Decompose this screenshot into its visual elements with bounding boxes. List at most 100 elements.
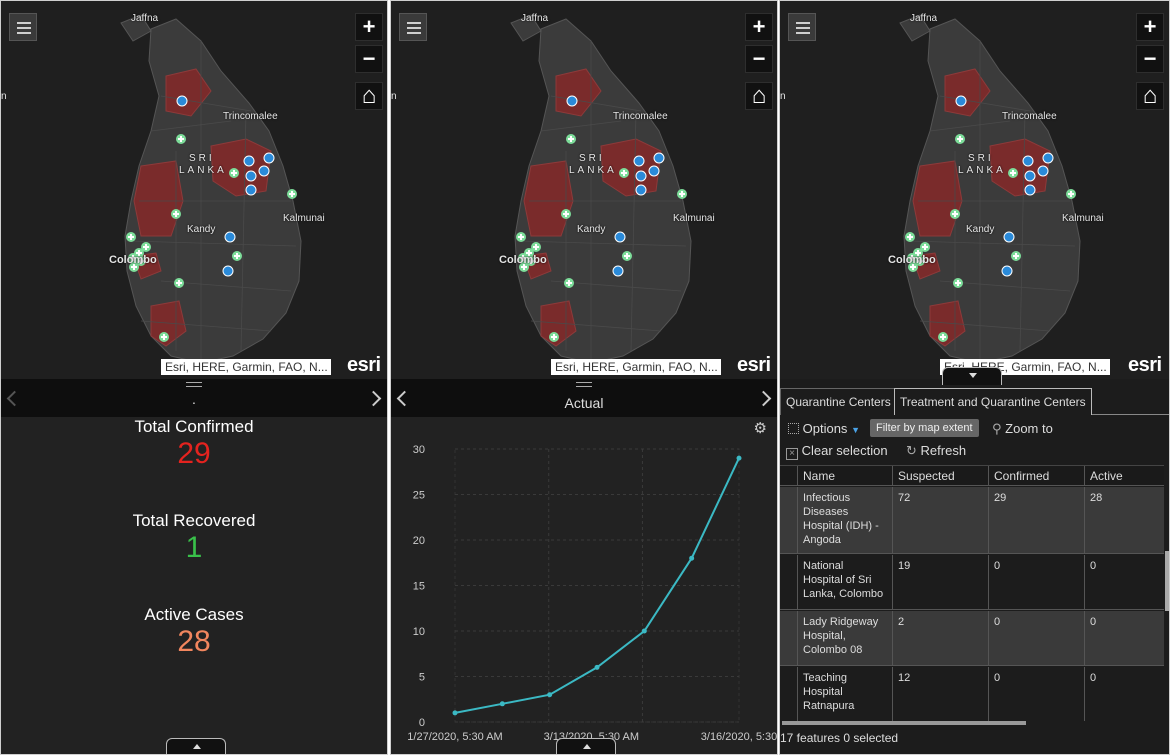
hospital-marker[interactable] (1024, 184, 1036, 196)
quarantine-center-marker[interactable] (232, 251, 242, 261)
zoom-to-button[interactable]: ⚲ Zoom to (992, 421, 1053, 437)
zoom-out-button[interactable]: − (1136, 45, 1164, 73)
table-row[interactable]: Teaching Hospital Ratnapura 12 0 0 (780, 667, 1164, 721)
quarantine-center-marker[interactable] (1008, 168, 1018, 178)
hospital-marker[interactable] (612, 265, 624, 277)
data-point[interactable] (641, 628, 647, 634)
quarantine-center-marker[interactable] (287, 189, 297, 199)
quarantine-center-marker[interactable] (128, 253, 138, 263)
quarantine-center-marker[interactable] (619, 168, 629, 178)
hospital-marker[interactable] (245, 170, 257, 182)
quarantine-center-marker[interactable] (141, 242, 151, 252)
zoom-in-button[interactable]: + (745, 13, 773, 41)
vertical-scrollbar[interactable] (1164, 465, 1169, 721)
data-point[interactable] (499, 701, 505, 707)
hospital-marker[interactable] (635, 170, 647, 182)
home-icon[interactable]: ⌂ (1136, 82, 1164, 110)
zoom-out-button[interactable]: − (745, 45, 773, 73)
zoom-in-button[interactable]: + (1136, 13, 1164, 41)
home-icon[interactable]: ⌂ (745, 82, 773, 110)
quarantine-center-marker[interactable] (549, 332, 559, 342)
data-point[interactable] (547, 692, 553, 698)
quarantine-center-marker[interactable] (126, 232, 136, 242)
collapse-tab[interactable] (942, 367, 1002, 385)
hamburger-icon[interactable] (399, 13, 427, 41)
hospital-marker[interactable] (1003, 231, 1015, 243)
options-menu[interactable]: Options ▼ (788, 421, 860, 436)
drag-handle[interactable] (576, 382, 592, 390)
hamburger-icon[interactable] (9, 13, 37, 41)
quarantine-center-marker[interactable] (938, 332, 948, 342)
quarantine-center-marker[interactable] (908, 262, 918, 272)
data-point[interactable] (594, 664, 600, 670)
quarantine-center-marker[interactable] (1011, 251, 1021, 261)
row-selector[interactable] (780, 555, 797, 609)
quarantine-center-marker[interactable] (176, 134, 186, 144)
hospital-marker[interactable] (258, 165, 270, 177)
tab-treatment-and-quarantine-centers[interactable]: Treatment and Quarantine Centers (894, 388, 1092, 415)
sri-lanka-map[interactable] (391, 1, 777, 379)
hamburger-icon[interactable] (788, 13, 816, 41)
hospital-marker[interactable] (1037, 165, 1049, 177)
column-header-suspected[interactable]: Suspected (892, 466, 988, 486)
quarantine-center-marker[interactable] (955, 134, 965, 144)
column-header-confirmed[interactable]: Confirmed (988, 466, 1084, 486)
table-row[interactable]: Lady Ridgeway Hospital, Colombo 08 2 0 0 (780, 611, 1164, 666)
affected-district[interactable] (600, 138, 662, 197)
quarantine-center-marker[interactable] (1066, 189, 1076, 199)
quarantine-center-marker[interactable] (920, 242, 930, 252)
home-icon[interactable]: ⌂ (355, 82, 383, 110)
table-row[interactable]: National Hospital of Sri Lanka, Colombo … (780, 555, 1164, 610)
affected-district[interactable] (210, 138, 272, 197)
sri-lanka-map[interactable] (780, 1, 1169, 379)
clear-selection-button[interactable]: × Clear selection (786, 443, 888, 460)
hospital-marker[interactable] (955, 95, 967, 107)
hospital-marker[interactable] (245, 184, 257, 196)
gear-icon[interactable]: ⚙ (753, 420, 767, 437)
quarantine-center-marker[interactable] (518, 253, 528, 263)
hospital-marker[interactable] (566, 95, 578, 107)
drag-handle[interactable] (186, 382, 202, 390)
data-point[interactable] (452, 710, 458, 716)
hospital-marker[interactable] (633, 155, 645, 167)
quarantine-center-marker[interactable] (526, 256, 536, 266)
quarantine-center-marker[interactable] (950, 209, 960, 219)
hospital-marker[interactable] (263, 152, 275, 164)
map-view[interactable]: Jaffna Trincomalee SRI LANKA Kalmunai Ka… (391, 1, 777, 379)
quarantine-center-marker[interactable] (907, 253, 917, 263)
quarantine-center-marker[interactable] (905, 232, 915, 242)
filter-by-map-extent-button[interactable]: Filter by map extent (870, 419, 979, 437)
hospital-marker[interactable] (222, 265, 234, 277)
affected-district[interactable] (989, 138, 1051, 197)
quarantine-center-marker[interactable] (136, 256, 146, 266)
hospital-marker[interactable] (635, 184, 647, 196)
quarantine-center-marker[interactable] (174, 278, 184, 288)
hospital-marker[interactable] (1022, 155, 1034, 167)
quarantine-center-marker[interactable] (561, 209, 571, 219)
row-selector[interactable] (780, 667, 797, 721)
hospital-marker[interactable] (1024, 170, 1036, 182)
hospital-marker[interactable] (176, 95, 188, 107)
horizontal-scrollbar[interactable] (780, 721, 1164, 726)
data-point[interactable] (736, 455, 742, 461)
quarantine-center-marker[interactable] (953, 278, 963, 288)
quarantine-center-marker[interactable] (564, 278, 574, 288)
row-selector[interactable] (780, 487, 797, 553)
quarantine-center-marker[interactable] (915, 256, 925, 266)
quarantine-center-marker[interactable] (566, 134, 576, 144)
quarantine-center-marker[interactable] (677, 189, 687, 199)
zoom-out-button[interactable]: − (355, 45, 383, 73)
quarantine-center-marker[interactable] (159, 332, 169, 342)
table-row[interactable]: Infectious Diseases Hospital (IDH) - Ang… (780, 487, 1164, 554)
data-point[interactable] (689, 555, 695, 561)
map-view[interactable]: Jaffna Trincomalee SRI LANKA Kalmunai Ka… (1, 1, 387, 379)
map-attribution[interactable]: Esri, HERE, Garmin, FAO, N... (551, 359, 721, 375)
sri-lanka-map[interactable] (1, 1, 387, 379)
expand-tab[interactable] (556, 738, 616, 754)
quarantine-center-marker[interactable] (516, 232, 526, 242)
quarantine-center-marker[interactable] (229, 168, 239, 178)
row-selector[interactable] (780, 611, 797, 665)
hospital-marker[interactable] (224, 231, 236, 243)
column-header-active[interactable]: Active (1084, 466, 1164, 486)
quarantine-center-marker[interactable] (129, 262, 139, 272)
